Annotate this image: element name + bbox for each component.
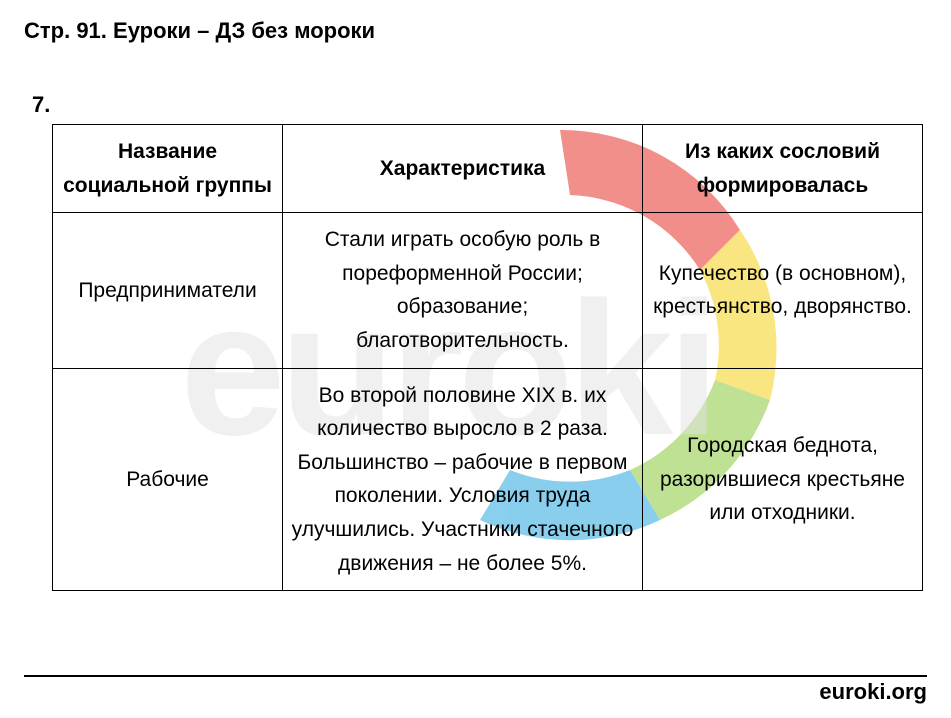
- footer-site: euroki.org: [819, 679, 927, 705]
- table-row: Предприниматели Стали играть особую роль…: [53, 213, 923, 368]
- cell-from: Городская беднота, разорившиеся крестьян…: [643, 368, 923, 591]
- table-header-row: Название социальной группы Характеристик…: [53, 125, 923, 213]
- cell-char: Стали играть особую роль в пореформенной…: [283, 213, 643, 368]
- cell-from: Купечество (в основном), крестьянство, д…: [643, 213, 923, 368]
- footer: euroki.org: [819, 679, 927, 705]
- document-content: Стр. 91. Еуроки – ДЗ без мороки 7. Назва…: [0, 0, 951, 591]
- cell-name: Рабочие: [53, 368, 283, 591]
- task-number: 7.: [32, 92, 927, 118]
- cell-name: Предприниматели: [53, 213, 283, 368]
- col-header-from: Из каких сословий формировалась: [643, 125, 923, 213]
- page-title: Стр. 91. Еуроки – ДЗ без мороки: [24, 18, 927, 44]
- col-header-name: Название социальной группы: [53, 125, 283, 213]
- table-row: Рабочие Во второй половине XIX в. их кол…: [53, 368, 923, 591]
- footer-divider: [24, 675, 927, 677]
- cell-char: Во второй половине XIX в. их количество …: [283, 368, 643, 591]
- social-groups-table: Название социальной группы Характеристик…: [52, 124, 923, 591]
- col-header-char: Характеристика: [283, 125, 643, 213]
